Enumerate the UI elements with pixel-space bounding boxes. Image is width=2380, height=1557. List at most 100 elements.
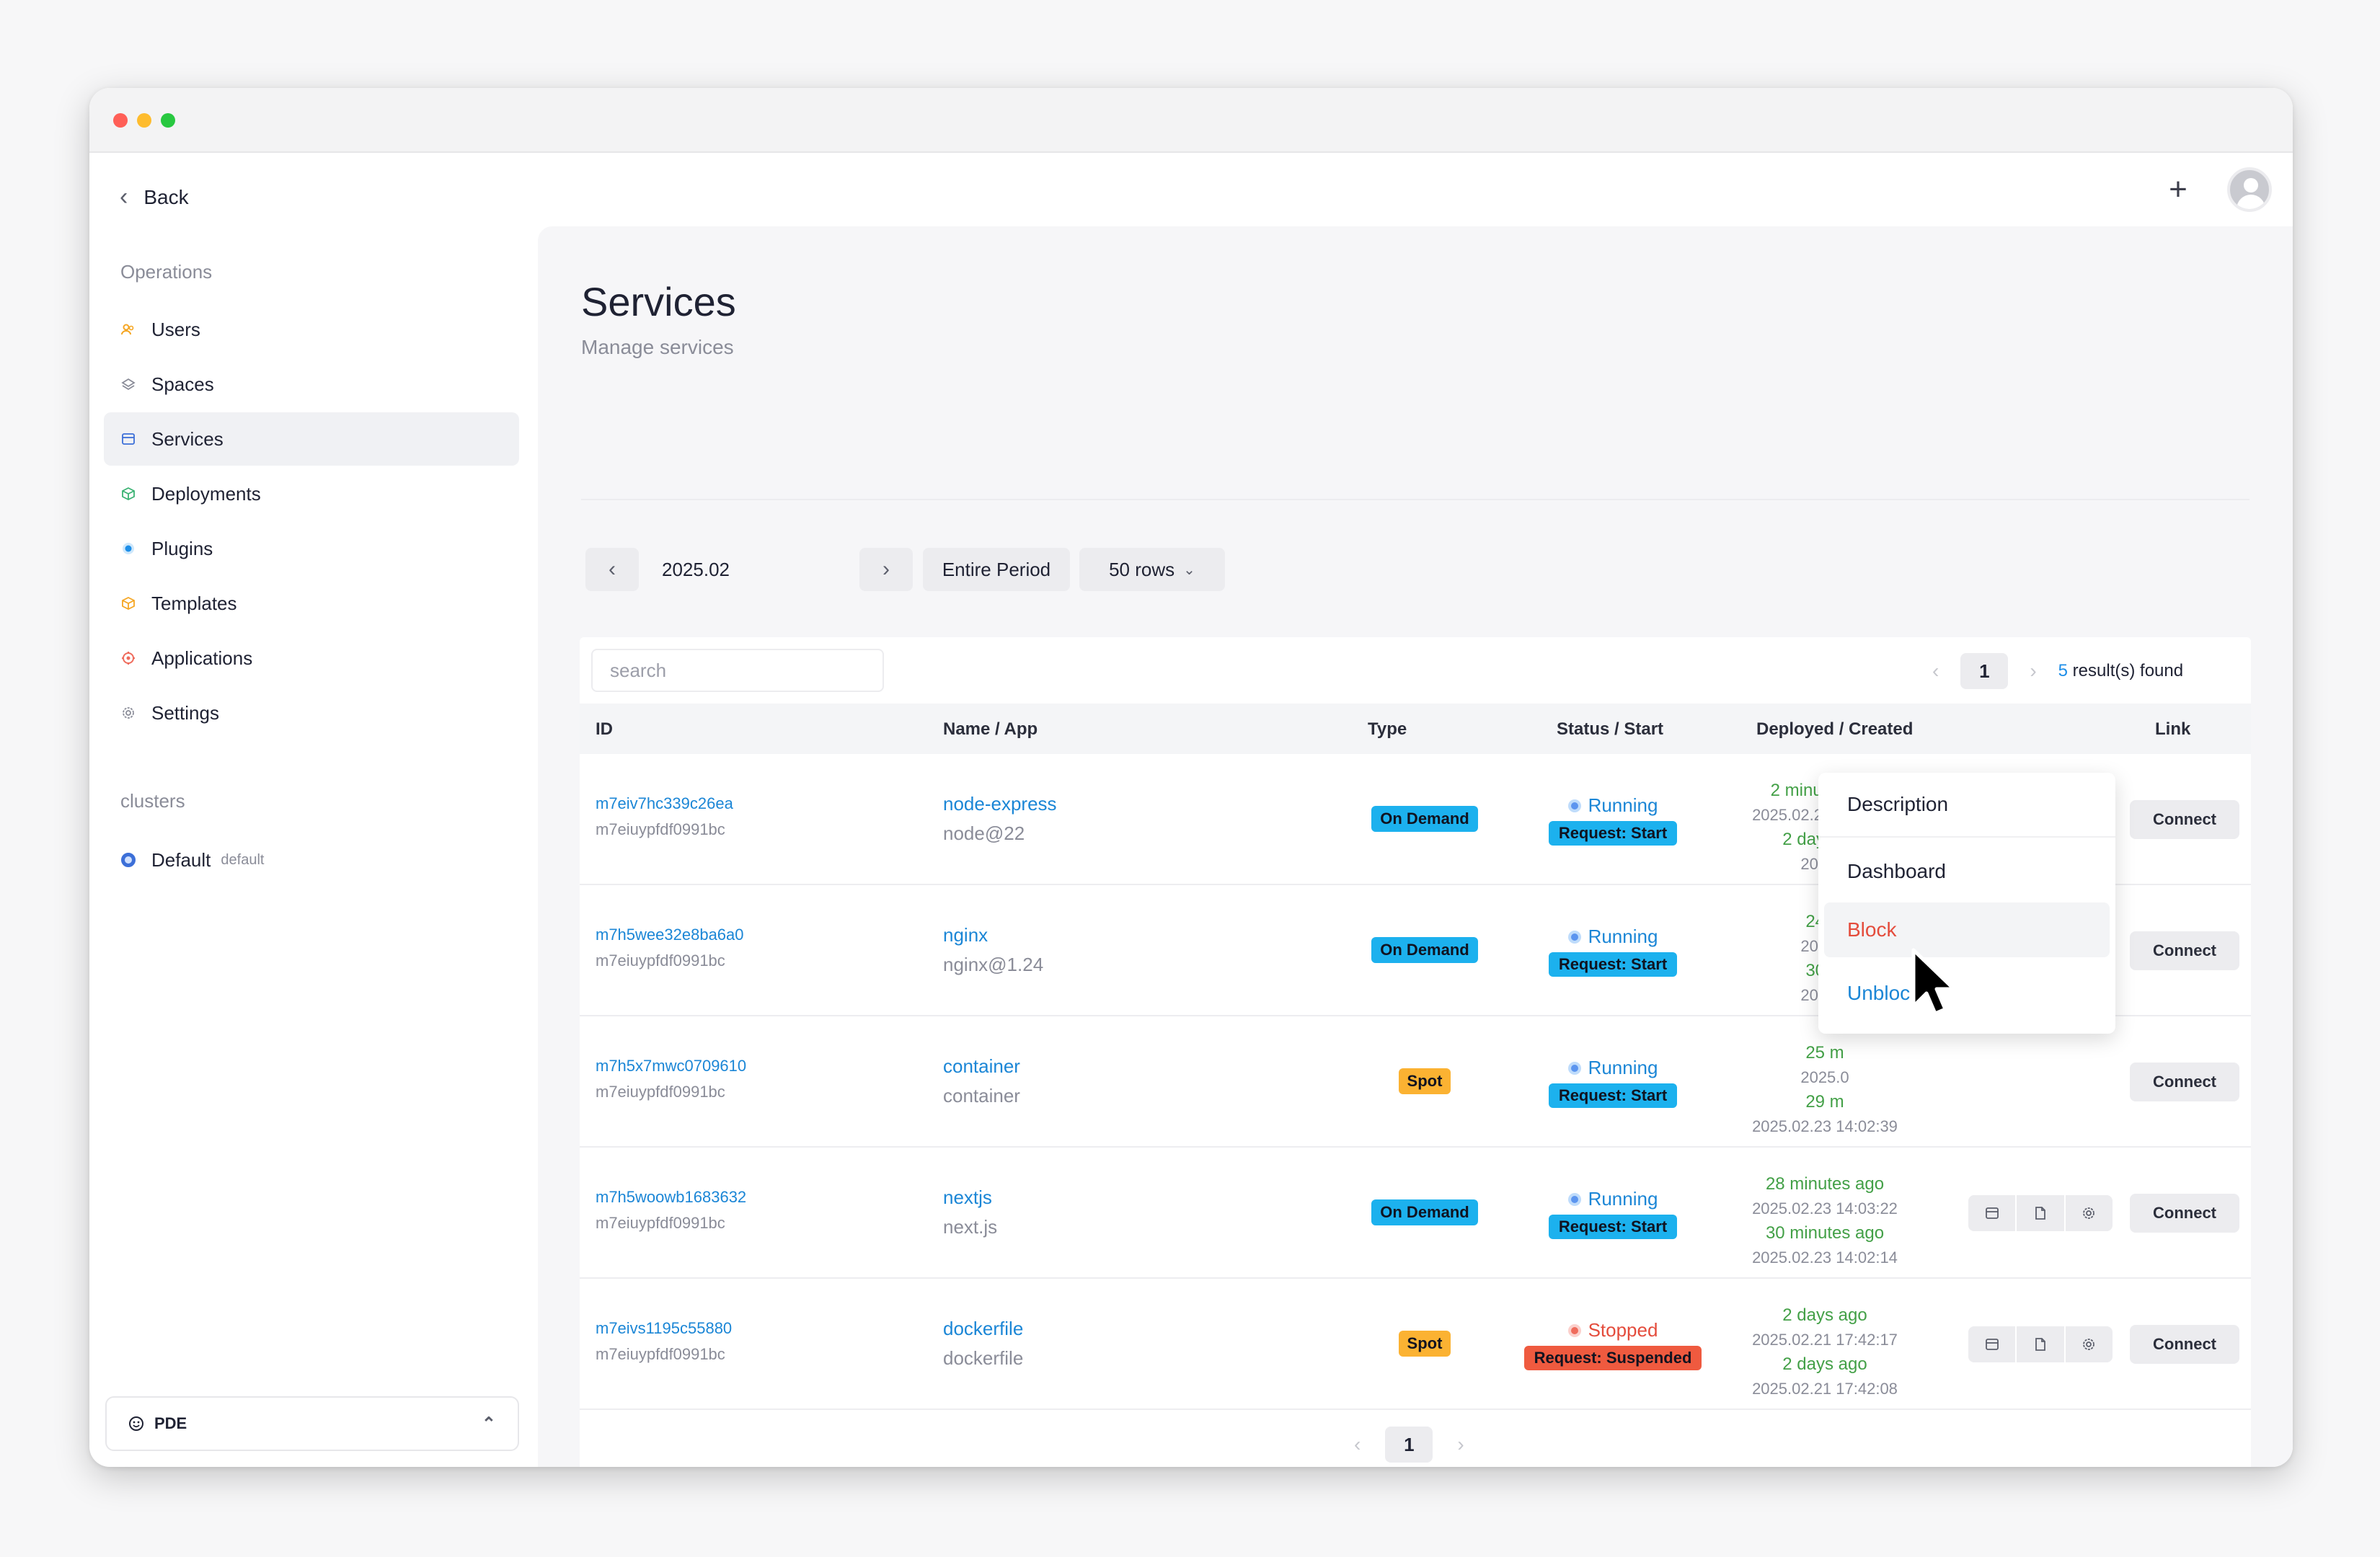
close-window-button[interactable] xyxy=(113,113,128,128)
document-icon[interactable] xyxy=(2015,1195,2063,1231)
created-absolute: 2025.02.23 14:02:39 xyxy=(1752,1117,1898,1135)
next-period-button[interactable]: › xyxy=(859,548,913,591)
connect-button[interactable]: Connect xyxy=(2130,1325,2239,1364)
owner-id: m7eiuypfdf0991bc xyxy=(596,820,725,838)
status-running: Running xyxy=(1567,1057,1658,1079)
sidebar-item-users[interactable]: Users xyxy=(104,303,519,356)
table-row: m7h5wee32e8ba6a0 m7eiuypfdf0991bc nginx ng… xyxy=(580,885,2251,1016)
owner-id: m7eiuypfdf0991bc xyxy=(596,1083,725,1101)
service-name-link[interactable]: nginx xyxy=(943,924,988,946)
chevron-right-icon: › xyxy=(882,557,890,581)
created-relative: 29 m xyxy=(1805,1092,1844,1112)
description-icon[interactable] xyxy=(1968,1195,2015,1231)
service-app: node@22 xyxy=(943,822,1025,844)
connect-button[interactable]: Connect xyxy=(2130,931,2239,970)
created-absolute: 2025.02.23 14:02:14 xyxy=(1752,1248,1898,1267)
table-row: m7eivs1195c55880 m7eiuypfdf0991bc dockerf… xyxy=(580,1279,2251,1410)
avatar[interactable] xyxy=(2227,167,2272,212)
menu-item-dashboard[interactable]: Dashboard xyxy=(1847,860,1946,882)
service-name-link[interactable]: node-express xyxy=(943,793,1057,815)
service-id-link[interactable]: m7h5x7mwc0709610 xyxy=(596,1057,747,1075)
pager-page-number[interactable]: 1 xyxy=(1385,1427,1433,1463)
minimize-window-button[interactable] xyxy=(137,113,151,128)
smile-icon xyxy=(129,1416,143,1431)
layers-icon xyxy=(121,378,136,391)
menu-item-block[interactable]: Block xyxy=(1824,902,2110,957)
header-deployed: Deployed / Created xyxy=(1756,719,1914,739)
header-name: Name / App xyxy=(943,719,1038,739)
request-badge: Request: Start xyxy=(1548,1215,1678,1239)
service-app: nginx@1.24 xyxy=(943,954,1044,975)
row-actions xyxy=(1968,1326,2113,1362)
deployed-relative: 25 m xyxy=(1805,1043,1844,1063)
workspace-switcher[interactable]: PDE ⌃ xyxy=(105,1396,519,1451)
connect-button[interactable]: Connect xyxy=(2130,800,2239,839)
maximize-window-button[interactable] xyxy=(161,113,175,128)
app-window: + ‹ Back Operations Users Spaces Service… xyxy=(89,88,2293,1467)
menu-item-description[interactable]: Description xyxy=(1818,773,2115,838)
rows-per-page-select[interactable]: 50 rows ⌄ xyxy=(1079,548,1225,591)
service-name-link[interactable]: container xyxy=(943,1055,1020,1077)
menu-item-unblock[interactable]: Unbloc xyxy=(1847,982,1911,1004)
period-value: 2025.02 xyxy=(662,558,730,580)
entire-period-button[interactable]: Entire Period xyxy=(923,548,1070,591)
header-id: ID xyxy=(596,719,613,739)
sidebar-item-spaces[interactable]: Spaces xyxy=(104,358,519,411)
document-icon[interactable] xyxy=(2015,1326,2063,1362)
page-subtitle: Manage services xyxy=(581,336,734,358)
service-name-link[interactable]: dockerfile xyxy=(943,1318,1024,1339)
cluster-default-badge: default xyxy=(221,851,265,868)
gear-icon[interactable] xyxy=(2063,1326,2113,1362)
sidebar-item-services[interactable]: Services xyxy=(104,412,519,466)
sidebar-item-settings[interactable]: Settings xyxy=(104,686,519,740)
service-id-link[interactable]: m7eiv7hc339c26ea xyxy=(596,794,733,812)
cluster-item-default[interactable]: Default default xyxy=(104,833,519,887)
deployed-absolute: 2025.02.23 14:03:22 xyxy=(1752,1199,1898,1217)
table-row: m7h5woowb1683632 m7eiuypfdf0991bc nextjs n… xyxy=(580,1148,2251,1279)
pager-prev-icon[interactable]: ‹ xyxy=(1932,660,1939,682)
pager-page-number[interactable]: 1 xyxy=(1960,653,2009,689)
package-icon xyxy=(122,596,135,611)
connect-button[interactable]: Connect xyxy=(2130,1063,2239,1101)
connect-button[interactable]: Connect xyxy=(2130,1194,2239,1233)
created-relative: 30 minutes ago xyxy=(1765,1223,1885,1243)
sidebar-item-label: Templates xyxy=(151,592,237,614)
request-badge: Request: Start xyxy=(1548,821,1678,846)
pager-next-icon[interactable]: › xyxy=(1457,1433,1464,1455)
type-badge: Spot xyxy=(1398,1068,1451,1094)
header-link: Link xyxy=(2155,719,2191,739)
sidebar-item-applications[interactable]: Applications xyxy=(104,631,519,685)
service-id-link[interactable]: m7eivs1195c55880 xyxy=(596,1319,733,1337)
services-table-card: search ‹ 1 › 5 result(s) found ID Name /… xyxy=(580,637,2251,1467)
gear-icon xyxy=(123,707,134,719)
request-badge: Request: Start xyxy=(1548,1083,1678,1108)
service-id-link[interactable]: m7h5woowb1683632 xyxy=(596,1188,747,1206)
service-id-link[interactable]: m7h5wee32e8ba6a0 xyxy=(596,926,744,944)
sidebar-item-deployments[interactable]: Deployments xyxy=(104,467,519,520)
status-text: Running xyxy=(1588,1188,1658,1210)
row-actions xyxy=(1968,1195,2113,1231)
status-text: Running xyxy=(1588,794,1658,816)
gear-icon[interactable] xyxy=(2063,1195,2113,1231)
service-name-link[interactable]: nextjs xyxy=(943,1186,992,1208)
results-count: 5 result(s) found xyxy=(2058,661,2183,681)
status-dot-icon xyxy=(1567,799,1581,812)
search-input[interactable]: search xyxy=(591,649,884,692)
sidebar-item-templates[interactable]: Templates xyxy=(104,577,519,630)
status-stopped: Stopped xyxy=(1567,1319,1658,1341)
back-label: Back xyxy=(143,185,189,208)
rows-label: 50 rows xyxy=(1109,558,1175,580)
pager-prev-icon[interactable]: ‹ xyxy=(1354,1433,1361,1455)
pager-next-icon[interactable]: › xyxy=(2030,660,2037,682)
prev-period-button[interactable]: ‹ xyxy=(585,548,639,591)
back-button[interactable]: ‹ Back xyxy=(120,183,189,211)
status-dot-icon xyxy=(1567,1323,1581,1337)
row-actions-menu: Description Dashboard Block Unbloc xyxy=(1818,773,2115,1034)
deployed-relative: 2 days ago xyxy=(1782,1305,1867,1325)
description-icon[interactable] xyxy=(1968,1326,2015,1362)
deployed-absolute: 2025.02.21 17:42:17 xyxy=(1752,1331,1898,1349)
chevron-left-icon: ‹ xyxy=(120,183,128,210)
page-title: Services xyxy=(581,279,736,324)
add-icon[interactable]: + xyxy=(2169,172,2187,207)
sidebar-item-plugins[interactable]: Plugins xyxy=(104,522,519,575)
